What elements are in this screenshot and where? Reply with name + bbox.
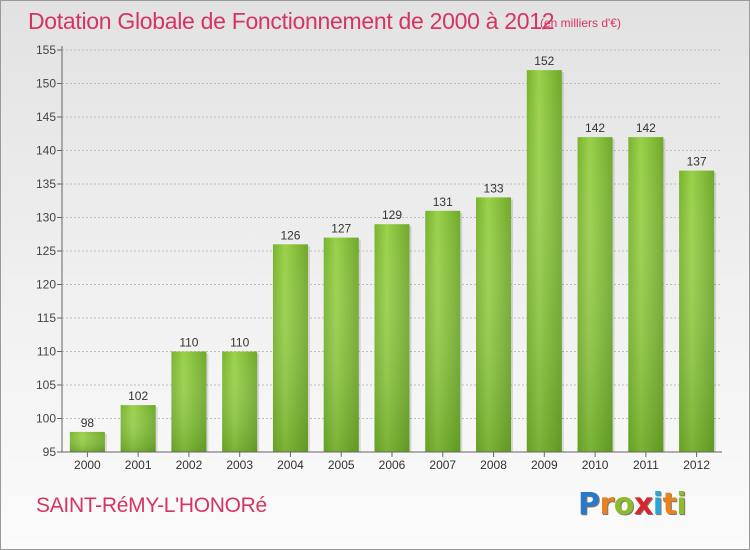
data-label: 142	[636, 121, 656, 135]
logo-letter: t	[662, 487, 677, 522]
bar-shade	[425, 210, 461, 452]
x-tick-label: 2008	[480, 458, 507, 470]
commune-name: SAINT-RéMY-L'HONORé	[36, 494, 267, 517]
bar-shade	[628, 137, 664, 452]
y-tick-label: 135	[36, 177, 56, 191]
proxiti-logo: Proxiti	[578, 487, 687, 522]
y-tick-label: 120	[36, 278, 56, 292]
y-tick-label: 130	[36, 211, 56, 225]
data-label: 126	[280, 228, 300, 242]
x-tick-label: 2010	[582, 458, 609, 470]
x-tick-label: 2006	[379, 458, 406, 470]
x-tick-label: 2002	[176, 458, 203, 470]
bar-shade	[222, 351, 258, 452]
y-tick-label: 105	[36, 378, 56, 392]
bar-shade	[526, 70, 562, 452]
y-tick-label: 125	[36, 244, 56, 258]
data-label: 152	[534, 54, 554, 68]
data-label: 129	[382, 208, 402, 222]
data-label: 127	[331, 222, 351, 236]
bar-shade	[120, 405, 156, 452]
data-label: 142	[585, 121, 605, 135]
bar-chart: 98 102 110 110 126 127 129 131 133 152 142 142 137 9…	[36, 43, 722, 470]
y-tick-label: 155	[36, 43, 56, 57]
y-tick-label: 140	[36, 144, 56, 158]
x-tick-label: 2009	[531, 458, 558, 470]
data-label: 98	[81, 416, 95, 430]
data-label: 137	[687, 155, 707, 169]
y-tick-label: 145	[36, 110, 56, 124]
x-tick-label: 2000	[74, 458, 101, 470]
bar-shade	[69, 431, 105, 452]
y-tick-label: 100	[36, 412, 56, 426]
logo-letter: r	[599, 487, 615, 522]
data-label: 133	[484, 181, 504, 195]
logo-letter: i	[676, 487, 687, 522]
y-tick-label: 95	[43, 445, 57, 459]
data-label: 131	[433, 195, 453, 209]
data-label: 110	[230, 336, 249, 350]
chart-title: Dotation Globale de Fonctionnement de 20…	[28, 8, 555, 34]
bar-shade	[476, 197, 512, 452]
y-tick-label: 110	[37, 345, 56, 359]
logo-letter: i	[652, 487, 663, 522]
logo-letter: P	[578, 487, 600, 522]
x-tick-label: 2004	[277, 458, 304, 470]
bar-shade	[171, 351, 207, 452]
data-label: 110	[179, 336, 198, 350]
x-tick-label: 2005	[328, 458, 355, 470]
bar-shade	[577, 137, 613, 452]
x-tick-label: 2003	[226, 458, 253, 470]
bar-shade	[272, 244, 308, 452]
x-tick-label: 2011	[633, 458, 659, 470]
bar-shade	[374, 224, 410, 452]
y-tick-label: 115	[37, 311, 56, 325]
y-tick-label: 150	[36, 77, 56, 91]
logo-letter: x	[633, 487, 653, 522]
chart-unit: (en milliers d'€)	[540, 16, 621, 30]
x-tick-label: 2007	[429, 458, 456, 470]
x-tick-label: 2001	[125, 458, 152, 470]
logo-letter: o	[613, 487, 635, 522]
bar-shade	[679, 170, 715, 452]
data-label: 102	[128, 389, 148, 403]
x-tick-label: 2012	[683, 458, 710, 470]
bar-shade	[323, 237, 359, 452]
